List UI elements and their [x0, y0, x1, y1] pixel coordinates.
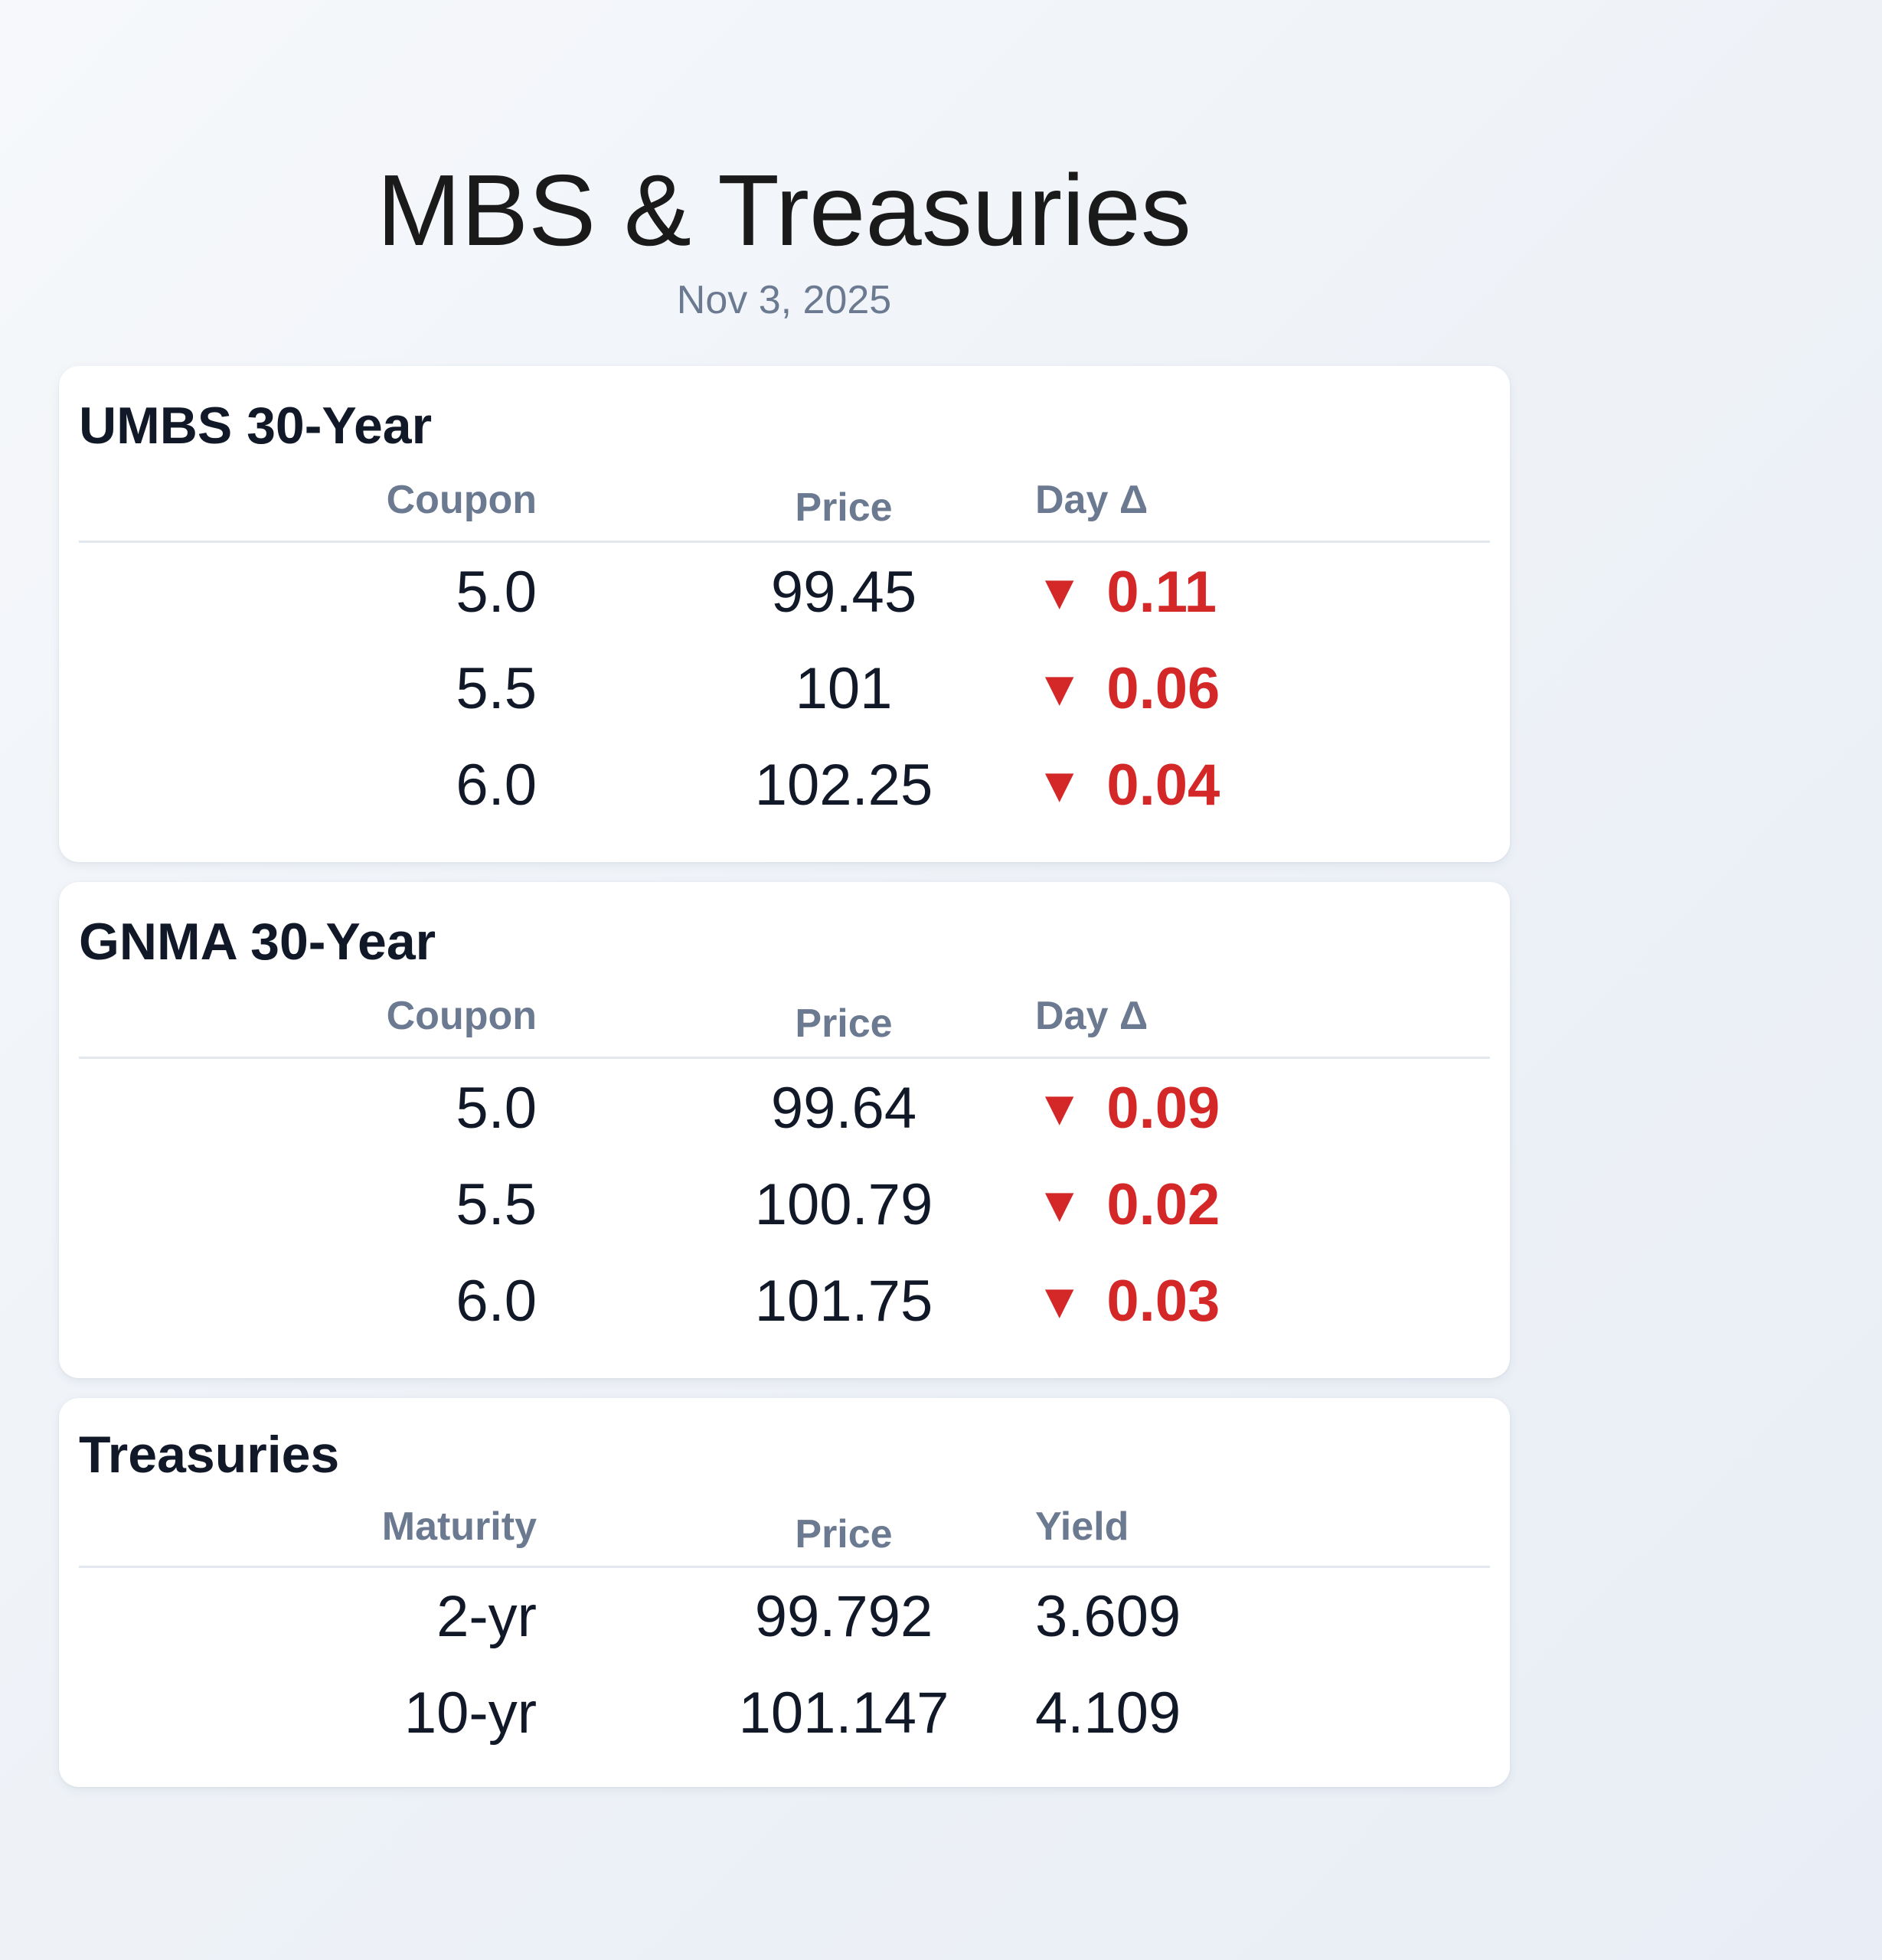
table-row: 5.5 101 ▼ 0.06	[59, 651, 1510, 727]
price-cell: 101.147	[738, 1681, 949, 1746]
price-cell: 100.79	[754, 1172, 933, 1237]
table-row: 5.5 100.79 ▼ 0.02	[59, 1167, 1510, 1243]
card-title: Treasuries	[79, 1426, 340, 1484]
card-title: GNMA 30-Year	[79, 913, 436, 971]
column-header-price: Price	[795, 485, 893, 530]
price-cell: 101	[795, 656, 893, 721]
yield-cell: 4.109	[1035, 1681, 1181, 1746]
change-value: 0.02	[1106, 1172, 1220, 1237]
header-divider	[79, 1057, 1490, 1059]
column-header-day-change: Day Δ	[1035, 994, 1148, 1038]
change-value: 0.06	[1106, 656, 1220, 721]
table-row: 5.0 99.64 ▼ 0.09	[59, 1070, 1510, 1147]
column-header-coupon: Coupon	[386, 994, 537, 1038]
coupon-cell: 5.5	[456, 1172, 537, 1237]
header-divider	[79, 541, 1490, 543]
gnma-30-year-card: GNMA 30-Year Coupon Price Day Δ 5.0 99.6…	[59, 882, 1510, 1378]
price-cell: 102.25	[754, 753, 933, 818]
change-value: 0.11	[1106, 560, 1217, 625]
day-change-cell: ▼ 0.11	[1035, 554, 1217, 633]
down-arrow-icon: ▼	[1035, 1273, 1084, 1328]
change-value: 0.04	[1106, 753, 1220, 818]
header-divider	[79, 1566, 1490, 1568]
down-arrow-icon: ▼	[1035, 1080, 1084, 1135]
table-row: 5.0 99.45 ▼ 0.11	[59, 554, 1510, 631]
coupon-cell: 5.0	[456, 560, 537, 625]
column-header-price: Price	[795, 1512, 893, 1557]
price-cell: 99.64	[770, 1076, 917, 1141]
coupon-cell: 5.0	[456, 1076, 537, 1141]
day-change-cell: ▼ 0.09	[1035, 1070, 1220, 1149]
down-arrow-icon: ▼	[1035, 564, 1084, 619]
day-change-cell: ▼ 0.06	[1035, 651, 1220, 730]
price-cell: 99.792	[754, 1584, 933, 1649]
column-header-yield: Yield	[1035, 1504, 1129, 1549]
maturity-cell: 2-yr	[436, 1584, 537, 1649]
maturity-cell: 10-yr	[404, 1681, 537, 1746]
column-header-maturity: Maturity	[381, 1504, 537, 1549]
price-cell: 99.45	[770, 560, 917, 625]
down-arrow-icon: ▼	[1035, 757, 1084, 812]
day-change-cell: ▼ 0.04	[1035, 747, 1220, 826]
coupon-cell: 6.0	[456, 753, 537, 818]
card-title: UMBS 30-Year	[79, 397, 433, 455]
change-value: 0.09	[1106, 1076, 1220, 1141]
table-row: 10-yr 101.147 4.109	[59, 1675, 1510, 1752]
day-change-cell: ▼ 0.03	[1035, 1263, 1220, 1342]
coupon-cell: 5.5	[456, 656, 537, 721]
treasuries-card: Treasuries Maturity Price Yield 2-yr 99.…	[59, 1398, 1510, 1787]
page-date: Nov 3, 2025	[676, 278, 892, 322]
coupon-cell: 6.0	[456, 1269, 537, 1334]
column-header-coupon: Coupon	[386, 478, 537, 522]
down-arrow-icon: ▼	[1035, 1177, 1084, 1232]
table-row: 6.0 102.25 ▼ 0.04	[59, 747, 1510, 824]
price-cell: 101.75	[754, 1269, 933, 1334]
column-header-price: Price	[795, 1001, 893, 1046]
day-change-cell: ▼ 0.02	[1035, 1167, 1220, 1246]
umbs-30-year-card: UMBS 30-Year Coupon Price Day Δ 5.0 99.4…	[59, 366, 1510, 862]
down-arrow-icon: ▼	[1035, 661, 1084, 716]
change-value: 0.03	[1106, 1269, 1220, 1334]
table-row: 2-yr 99.792 3.609	[59, 1579, 1510, 1655]
yield-cell: 3.609	[1035, 1584, 1181, 1649]
table-row: 6.0 101.75 ▼ 0.03	[59, 1263, 1510, 1340]
page-title: MBS & Treasuries	[377, 154, 1191, 266]
column-header-day-change: Day Δ	[1035, 478, 1148, 522]
